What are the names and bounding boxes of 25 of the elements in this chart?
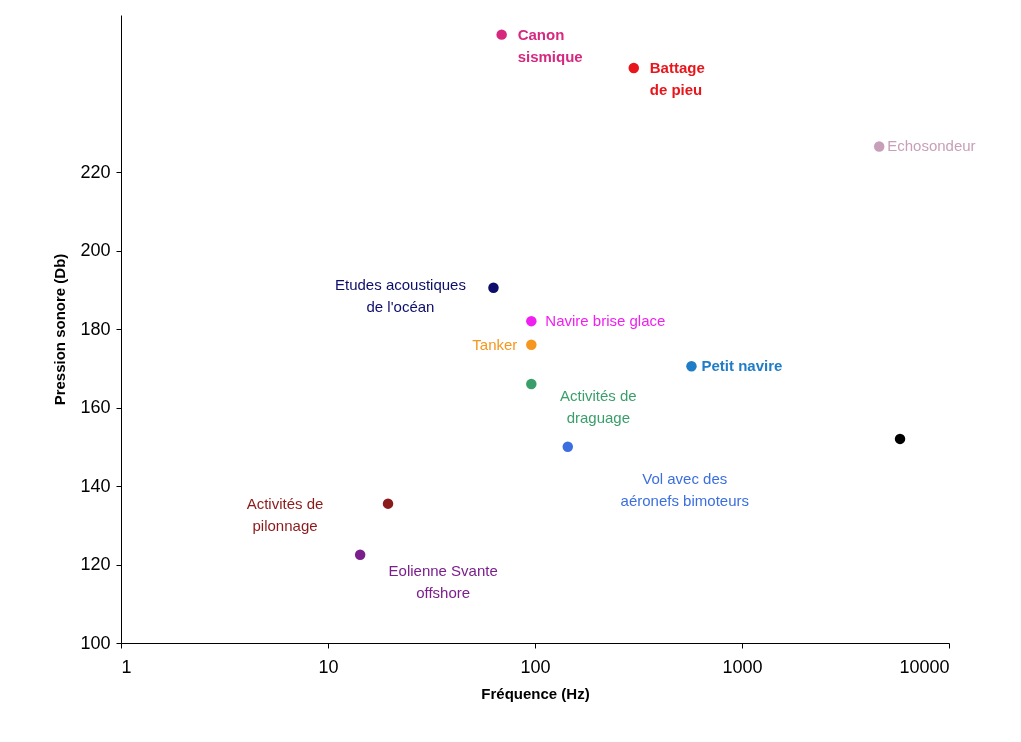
x-axis-title: Fréquence (Hz) [481,684,590,702]
y-tick-label: 160 [80,397,111,417]
y-tick-label: 120 [80,554,111,574]
x-tick-label: 10000 [899,656,950,677]
series-label: Activités de draguage [559,386,637,426]
series-label: Petit navire [701,357,783,375]
series-label: Eolienne Svante offshore [388,561,498,601]
y-tick-label: 140 [80,475,111,496]
text: Vol avec des aéronefs bimoteurs [620,469,749,509]
x-tick-label: 100 [520,656,551,677]
series-label: Echosondeur [887,137,976,155]
x-tick-label: 1000 [722,656,763,677]
y-tick-label: 180 [80,318,111,339]
y-tick-label: 200 [80,240,111,260]
series-label: Canon sismique [517,25,583,65]
series-label: Etudes acoustiques de l'océan [335,275,466,315]
y-tick-label: 220 [80,161,111,182]
y-tick-label: 100 [80,632,111,653]
x-tick-label: 1 [121,656,132,677]
text: Activités de pilonnage [246,494,324,534]
x-tick-label: 10 [318,656,339,677]
series-label: Battage de pieu [649,58,705,98]
series-label: Navire brise glace [545,312,666,330]
series-label: Tanker [472,335,518,353]
y-axis-title: Pression sonore (Db) [51,253,69,406]
